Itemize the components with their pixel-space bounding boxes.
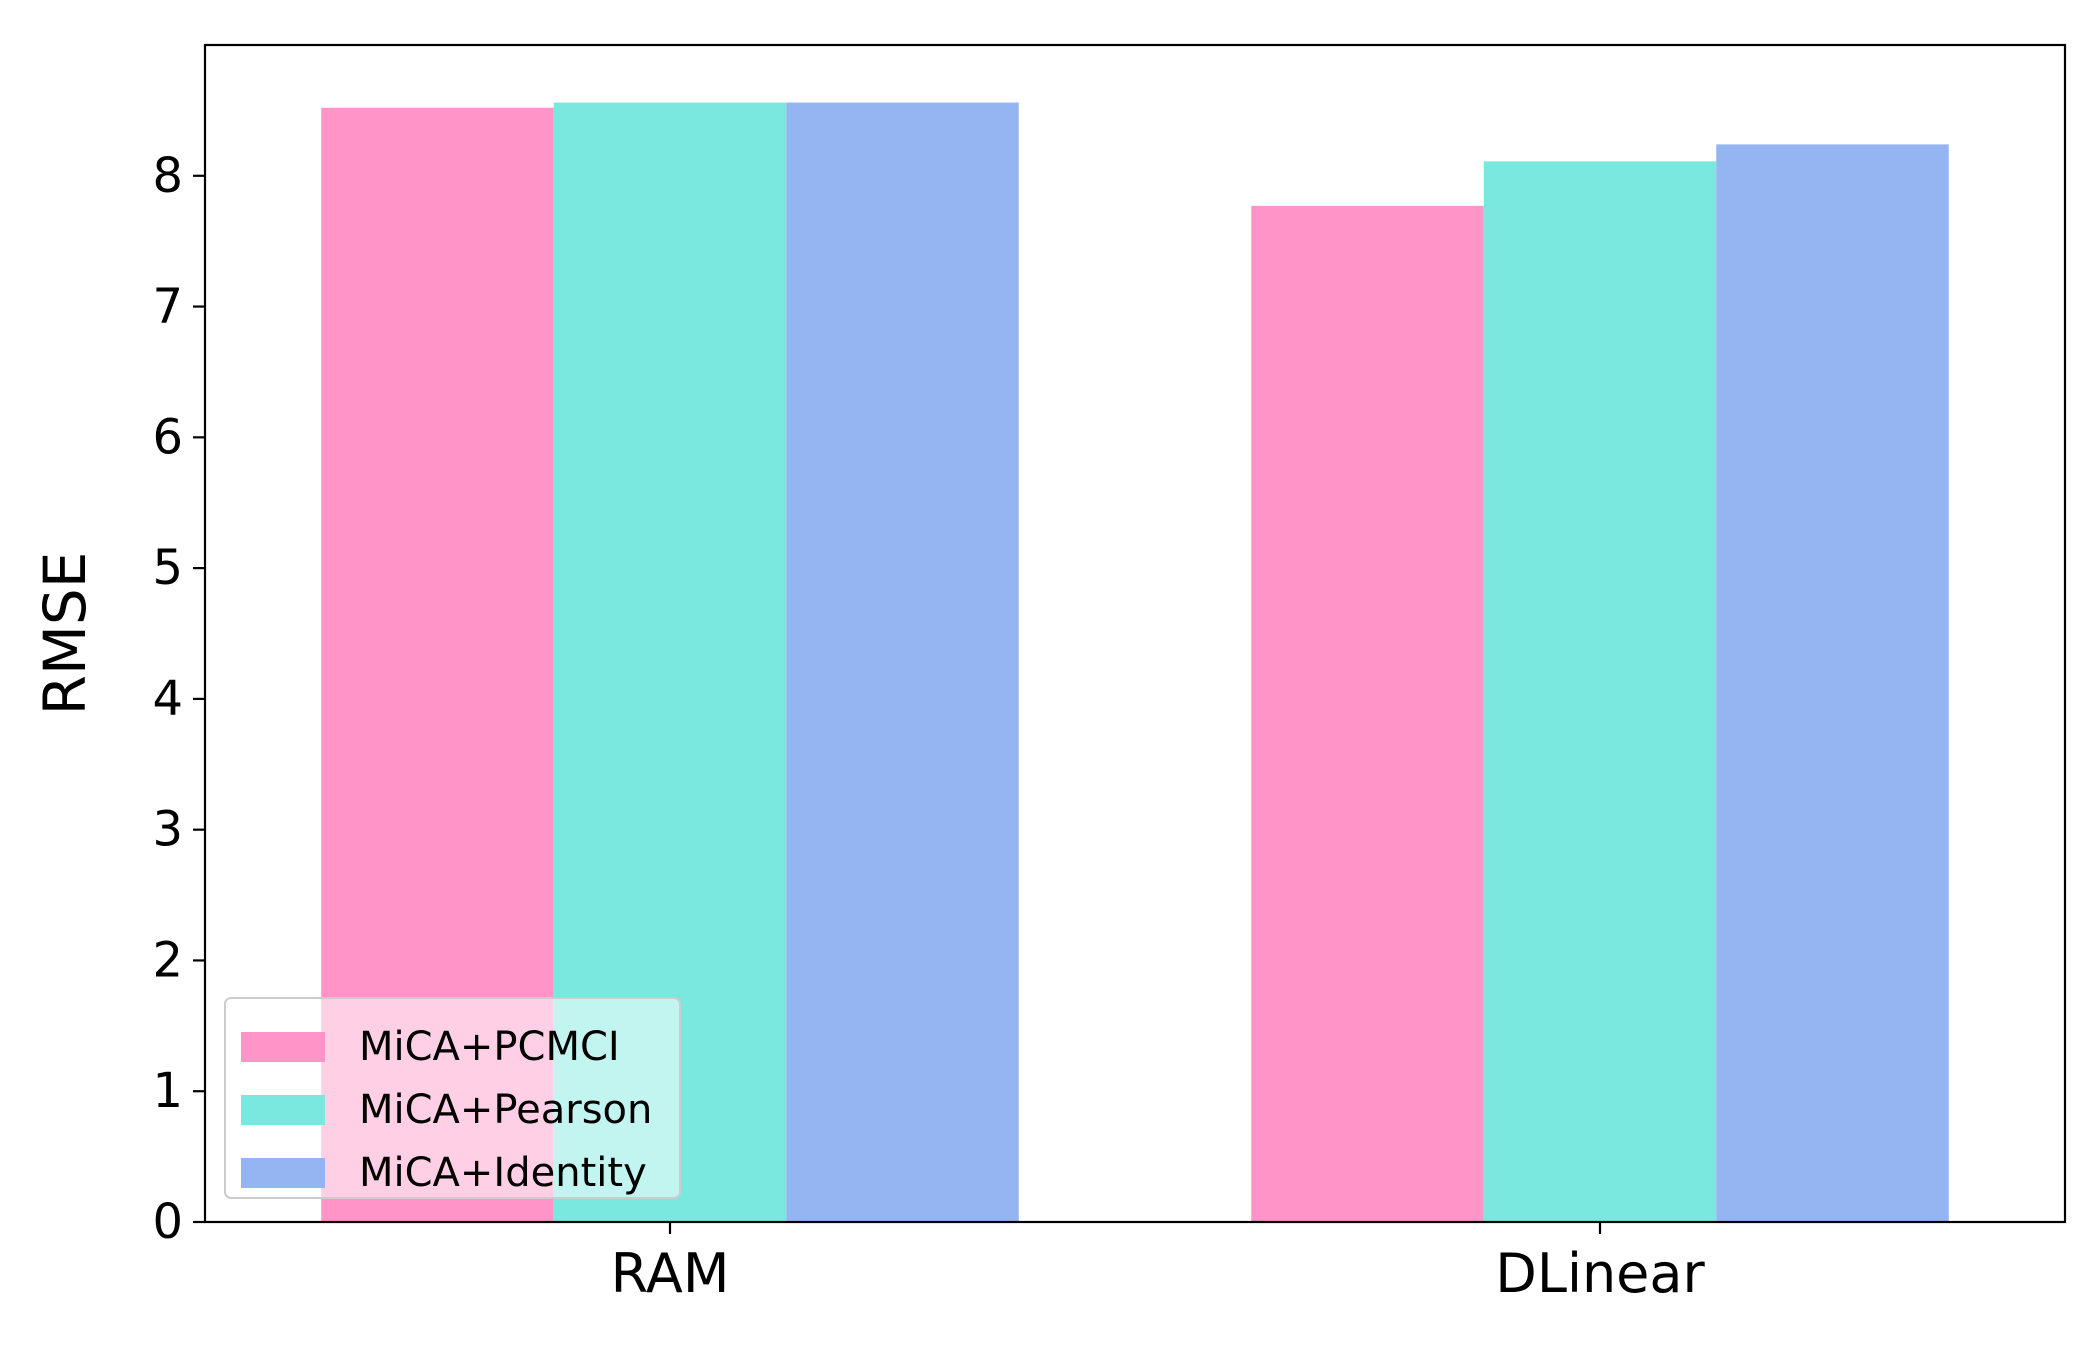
bars-layer xyxy=(321,102,1949,1223)
x-tick-label: RAM xyxy=(611,1242,730,1305)
bar-dlinear-0 xyxy=(1251,205,1484,1223)
legend-swatch xyxy=(241,1095,325,1125)
y-tick-label: 8 xyxy=(152,148,183,204)
bar-dlinear-2 xyxy=(1716,144,1949,1222)
legend: MiCA+PCMCI MiCA+Pearson MiCA+Identity xyxy=(224,997,681,1199)
y-tick-label: 7 xyxy=(152,279,183,335)
legend-label: MiCA+PCMCI xyxy=(359,1024,620,1070)
legend-swatch xyxy=(241,1032,325,1062)
x-tick-label: DLinear xyxy=(1495,1242,1705,1305)
legend-label: MiCA+Pearson xyxy=(359,1087,652,1133)
y-tick-label: 2 xyxy=(152,932,183,988)
legend-box xyxy=(224,997,681,1199)
y-axis-label: RMSE xyxy=(31,552,99,716)
legend-swatch xyxy=(241,1158,325,1188)
axes-layer: 0 1 2 3 4 5 6 7 8 RAM DLinear RMSE xyxy=(31,43,2067,1305)
bar-dlinear-1 xyxy=(1483,161,1717,1222)
plot-frame xyxy=(203,43,2067,1224)
y-tick-label: 1 xyxy=(152,1063,183,1119)
y-tick-label: 5 xyxy=(152,540,183,596)
y-tick-label: 3 xyxy=(152,802,183,858)
bar-ram-2 xyxy=(786,102,1019,1222)
legend-label: MiCA+Identity xyxy=(359,1150,647,1196)
y-tick-label: 0 xyxy=(152,1194,183,1250)
y-tick-label: 4 xyxy=(152,671,183,727)
y-tick-label: 6 xyxy=(152,409,183,465)
